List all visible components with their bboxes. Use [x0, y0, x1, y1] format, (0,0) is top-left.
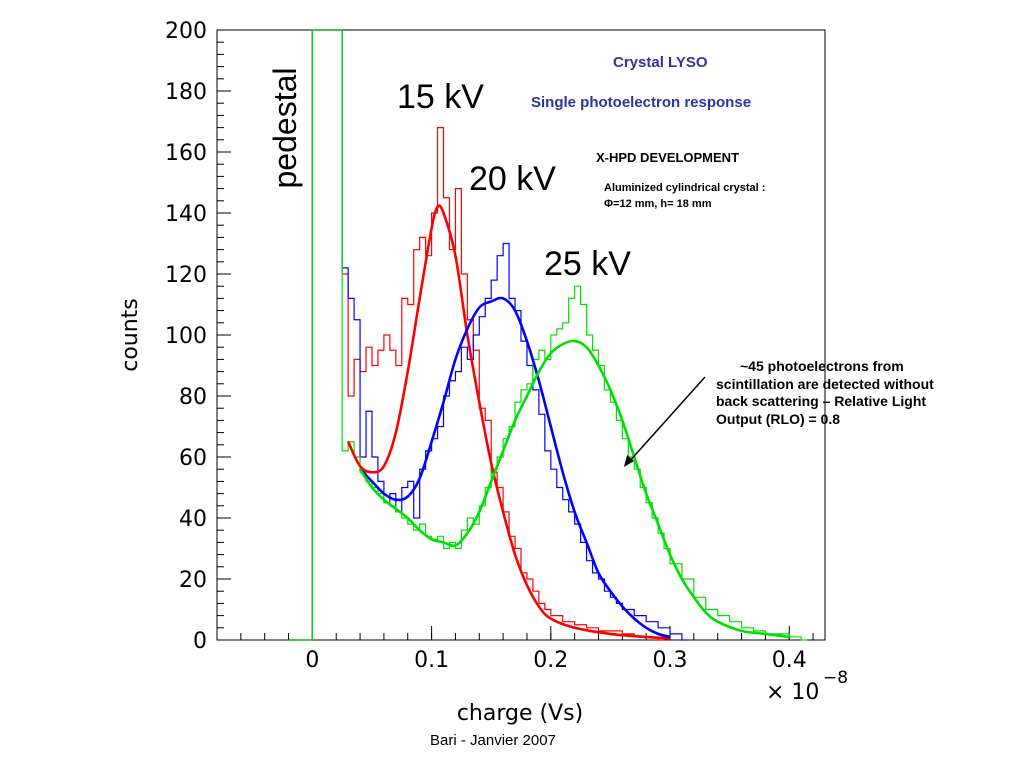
x-tick-label: 0.1 [414, 648, 449, 673]
histograms [288, 29, 808, 641]
crystal-description-line2: Φ=12 mm, h= 18 mm [604, 198, 712, 210]
x-tick-label: 0.2 [533, 648, 568, 673]
voltage-label: 25 kV [544, 245, 631, 283]
y-tick-label: 80 [179, 385, 207, 410]
histogram-25kv [288, 29, 808, 641]
footer-text: Bari - Janvier 2007 [430, 732, 556, 749]
y-tick-label: 160 [165, 141, 207, 166]
crystal-title: Crystal LYSO [613, 54, 708, 71]
chart-labels: pedestal 15 kV 20 kV 25 kV [267, 68, 631, 283]
fit-curves [346, 204, 790, 640]
voltage-label: 20 kV [469, 160, 556, 198]
x-axis-title: charge (Vs) [457, 701, 583, 726]
y-tick-label: 20 [179, 568, 207, 593]
y-tick-label: 0 [193, 629, 207, 654]
annotation-arrow [627, 376, 706, 464]
crystal-description-line1: Aluminized cylindrical crystal : [604, 182, 766, 194]
y-tick-label: 120 [165, 263, 207, 288]
y-tick-label: 200 [165, 19, 207, 44]
y-tick-label: 180 [165, 80, 207, 105]
photoelectron-note: ~45 photoelectrons from scintillation ar… [716, 358, 934, 427]
y-tick-label: 40 [179, 507, 207, 532]
fit-curve-20kv [359, 296, 671, 639]
x-tick-label: 0 [305, 648, 319, 673]
annotation-arrowhead [624, 455, 634, 467]
x-tick-label: 0.4 [772, 648, 807, 673]
response-title: Single photoelectron response [531, 94, 752, 111]
y-tick-label: 60 [179, 446, 207, 471]
axes: 0 20 40 60 80 100 120 140 160 180 200 0 0.1 0.2 0.3 0.4… [118, 19, 848, 726]
development-label: X-HPD DEVELOPMENT [596, 150, 740, 165]
y-tick-label: 100 [165, 324, 207, 349]
histogram-20kv [288, 29, 688, 641]
y-tick-label: 140 [165, 202, 207, 227]
fit-curve-15kv [346, 204, 671, 640]
voltage-label: 15 kV [397, 78, 484, 116]
pedestal-label: pedestal [267, 68, 303, 189]
fit-curve-25kv [358, 339, 790, 639]
histogram-15kv [288, 29, 665, 641]
x-multiplier-label: × 10 [766, 680, 819, 705]
x-tick-label: 0.3 [653, 648, 688, 673]
y-axis-title: counts [118, 298, 143, 372]
x-multiplier-exponent: −8 [823, 668, 848, 688]
